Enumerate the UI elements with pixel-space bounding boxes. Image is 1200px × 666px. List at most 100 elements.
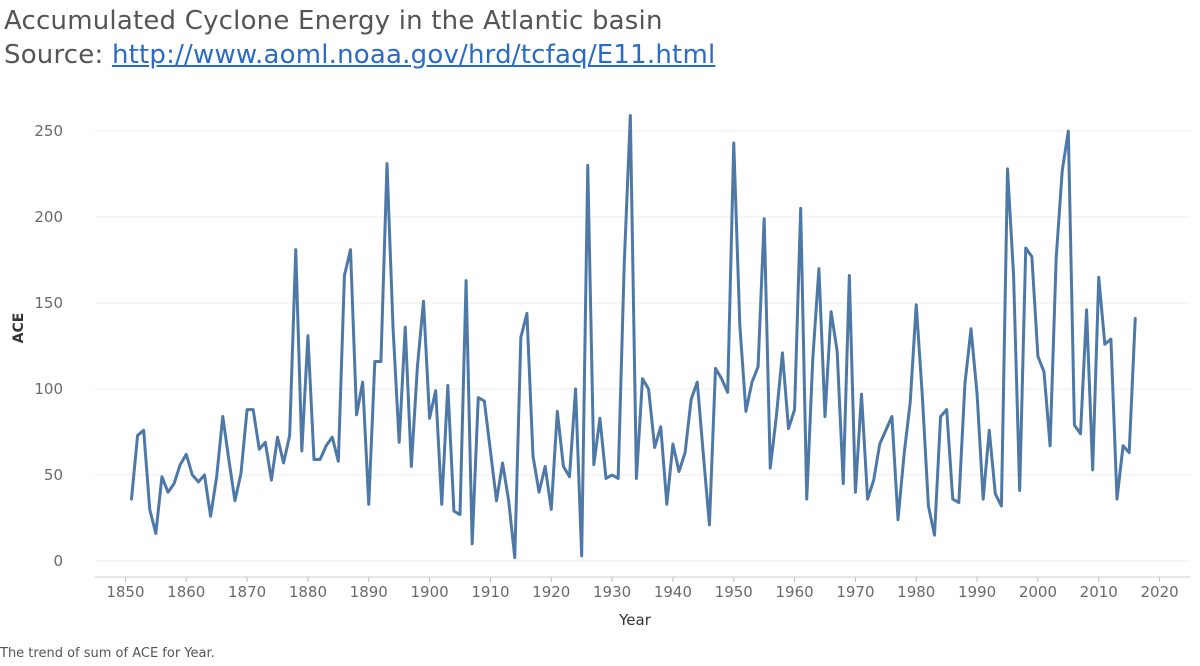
data-point-1861[interactable] [189, 472, 195, 478]
data-point-1928[interactable] [597, 415, 603, 421]
data-point-1890[interactable] [366, 501, 372, 507]
data-point-1930[interactable] [609, 472, 615, 478]
data-point-1871[interactable] [250, 407, 256, 413]
data-point-1952[interactable] [743, 408, 749, 414]
data-point-1956[interactable] [767, 465, 773, 471]
data-point-1936[interactable] [646, 386, 652, 392]
data-point-1993[interactable] [992, 491, 998, 497]
data-point-1944[interactable] [694, 379, 700, 385]
data-point-1977[interactable] [895, 517, 901, 523]
data-point-1892[interactable] [378, 358, 384, 364]
data-point-1965[interactable] [822, 414, 828, 420]
data-point-1978[interactable] [901, 451, 907, 457]
data-point-1867[interactable] [226, 457, 232, 463]
data-point-1962[interactable] [804, 496, 810, 502]
data-point-1869[interactable] [238, 470, 244, 476]
data-point-1979[interactable] [907, 400, 913, 406]
data-point-1953[interactable] [749, 379, 755, 385]
data-point-1994[interactable] [998, 503, 1004, 509]
data-point-1982[interactable] [925, 503, 931, 509]
data-point-1879[interactable] [299, 448, 305, 454]
data-point-1893[interactable] [384, 161, 390, 167]
data-point-1896[interactable] [402, 324, 408, 330]
data-point-2004[interactable] [1059, 168, 1065, 174]
data-point-1981[interactable] [919, 393, 925, 399]
data-point-1985[interactable] [944, 407, 950, 413]
data-point-1925[interactable] [579, 553, 585, 559]
data-point-1919[interactable] [542, 463, 548, 469]
data-point-1922[interactable] [560, 463, 566, 469]
data-point-1946[interactable] [706, 522, 712, 528]
data-point-1951[interactable] [737, 322, 743, 328]
data-point-1999[interactable] [1029, 254, 1035, 260]
data-point-2006[interactable] [1071, 422, 1077, 428]
data-point-2001[interactable] [1041, 369, 1047, 375]
data-point-1880[interactable] [305, 333, 311, 339]
data-point-2007[interactable] [1078, 431, 1084, 437]
data-point-1862[interactable] [195, 479, 201, 485]
data-point-1947[interactable] [713, 365, 719, 371]
data-point-1912[interactable] [500, 460, 506, 466]
data-point-1935[interactable] [640, 376, 646, 382]
data-point-2011[interactable] [1102, 341, 1108, 347]
data-point-1966[interactable] [828, 309, 834, 315]
data-point-1860[interactable] [183, 451, 189, 457]
data-point-1927[interactable] [591, 462, 597, 468]
data-point-1915[interactable] [518, 334, 524, 340]
data-point-2000[interactable] [1035, 353, 1041, 359]
data-point-1878[interactable] [293, 247, 299, 253]
data-point-1874[interactable] [268, 477, 274, 483]
data-point-1955[interactable] [761, 216, 767, 222]
data-point-1903[interactable] [445, 383, 451, 389]
data-point-2002[interactable] [1047, 443, 1053, 449]
data-point-2014[interactable] [1120, 443, 1126, 449]
data-point-1906[interactable] [463, 278, 469, 284]
data-point-2016[interactable] [1132, 315, 1138, 321]
data-point-1976[interactable] [889, 414, 895, 420]
data-point-1926[interactable] [585, 162, 591, 168]
data-point-1975[interactable] [883, 427, 889, 433]
data-point-1904[interactable] [451, 508, 457, 514]
data-point-1916[interactable] [524, 310, 530, 316]
data-point-1863[interactable] [202, 472, 208, 478]
data-point-1937[interactable] [652, 444, 658, 450]
data-point-1868[interactable] [232, 498, 238, 504]
data-point-1895[interactable] [396, 439, 402, 445]
data-point-1983[interactable] [932, 532, 938, 538]
data-point-1949[interactable] [725, 389, 731, 395]
data-point-1914[interactable] [512, 555, 518, 561]
data-point-1943[interactable] [688, 396, 694, 402]
data-point-1877[interactable] [287, 432, 293, 438]
data-point-1996[interactable] [1011, 272, 1017, 278]
data-point-2013[interactable] [1114, 496, 1120, 502]
data-point-1894[interactable] [390, 326, 396, 332]
data-point-1933[interactable] [627, 113, 633, 119]
data-point-1872[interactable] [256, 446, 262, 452]
data-point-1852[interactable] [135, 432, 141, 438]
data-point-1856[interactable] [159, 474, 165, 480]
data-point-1991[interactable] [980, 496, 986, 502]
data-point-1891[interactable] [372, 358, 378, 364]
data-point-1884[interactable] [329, 434, 335, 440]
data-point-1907[interactable] [469, 541, 475, 547]
data-point-1887[interactable] [348, 247, 354, 253]
data-point-1997[interactable] [1017, 487, 1023, 493]
data-point-1954[interactable] [755, 364, 761, 370]
data-point-1984[interactable] [938, 414, 944, 420]
data-point-1910[interactable] [487, 448, 493, 454]
data-point-1858[interactable] [171, 481, 177, 487]
data-point-1857[interactable] [165, 489, 171, 495]
data-point-1917[interactable] [530, 453, 536, 459]
data-point-1913[interactable] [506, 498, 512, 504]
data-point-1875[interactable] [275, 434, 281, 440]
data-point-1973[interactable] [871, 477, 877, 483]
data-point-1945[interactable] [700, 451, 706, 457]
data-point-1865[interactable] [214, 474, 220, 480]
data-point-2009[interactable] [1090, 467, 1096, 473]
data-point-1855[interactable] [153, 530, 159, 536]
data-point-1967[interactable] [834, 348, 840, 354]
data-point-1854[interactable] [147, 506, 153, 512]
data-point-1934[interactable] [633, 475, 639, 481]
data-point-1971[interactable] [859, 391, 865, 397]
data-point-1870[interactable] [244, 407, 250, 413]
